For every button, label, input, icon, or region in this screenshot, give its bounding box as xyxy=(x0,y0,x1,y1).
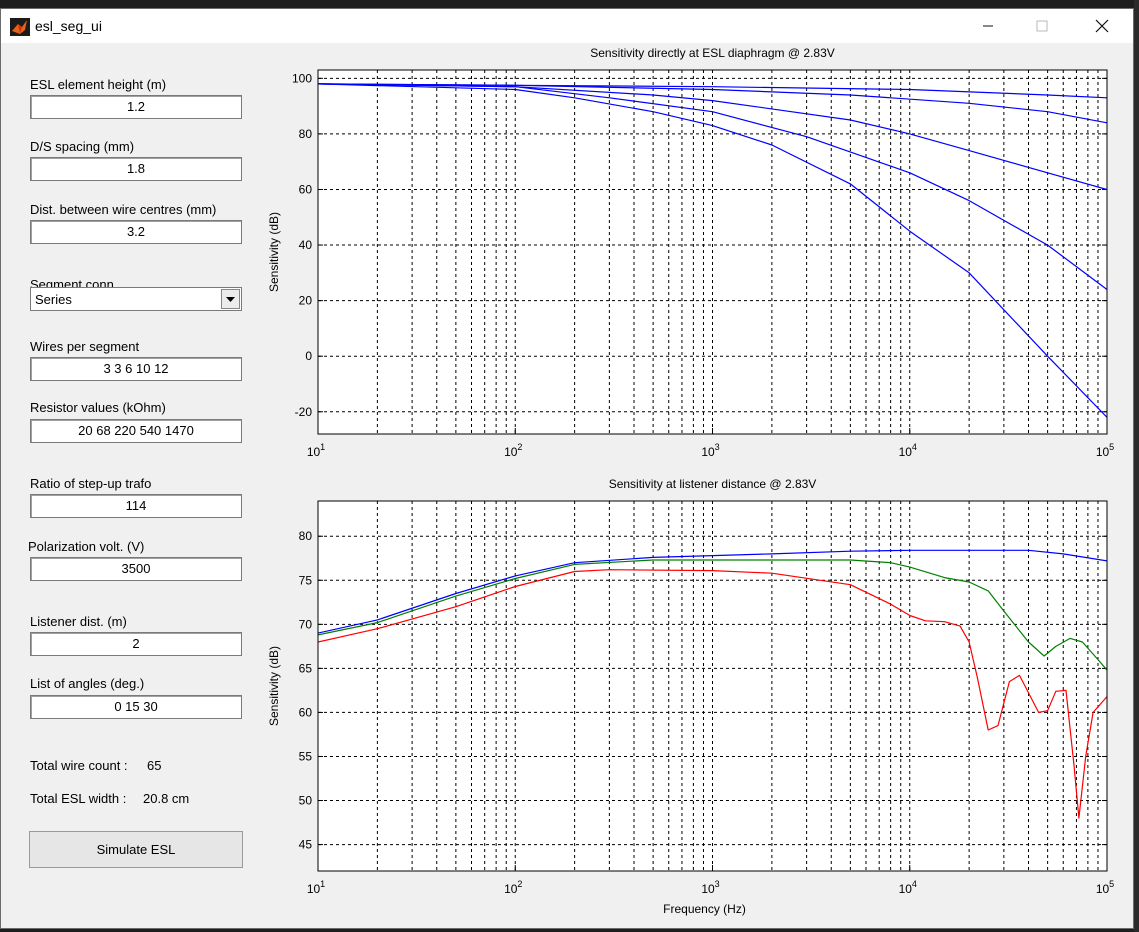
element-height-input[interactable]: 1.2 xyxy=(30,95,242,119)
angles-label: List of angles (deg.) xyxy=(30,676,145,691)
y-tick-label: 60 xyxy=(299,182,313,196)
maximize-icon xyxy=(1036,20,1048,32)
charts-area: -20 0 20 40 60 80 100 101 102 103 104 105 Sensitivit… xyxy=(267,46,1114,916)
y-tick-label: 55 xyxy=(299,749,313,763)
y-tick-label: 80 xyxy=(299,127,313,141)
element-height-label: ESL element height (m) xyxy=(30,77,167,92)
ds-spacing-input[interactable]: 1.8 xyxy=(30,157,242,181)
close-button[interactable] xyxy=(1073,9,1131,43)
x-tick-label: 105 xyxy=(1096,879,1114,896)
title-bar[interactable]: esl_seg_ui xyxy=(1,9,1133,43)
plot-frame xyxy=(317,69,1108,435)
polarization-label: Polarization volt. (V) xyxy=(28,539,145,554)
trafo-ratio-input[interactable]: 114 xyxy=(30,494,242,518)
maximize-button[interactable] xyxy=(1013,9,1071,43)
y-tick-label: 20 xyxy=(299,294,313,308)
x-tick-label: 102 xyxy=(504,879,522,896)
x-tick-label: 101 xyxy=(307,879,325,896)
series-line-3 xyxy=(318,569,1107,819)
polarization-input[interactable]: 3500 xyxy=(30,557,242,581)
resistor-values-input[interactable]: 20 68 220 540 1470 xyxy=(30,419,242,443)
y-tick-label: 50 xyxy=(299,794,313,808)
minimize-button[interactable] xyxy=(959,9,1017,43)
ds-spacing-label: D/S spacing (mm) xyxy=(30,139,135,154)
listener-dist-input[interactable]: 2 xyxy=(30,632,242,656)
y-tick-label: 80 xyxy=(299,529,313,543)
y-tick-label: -20 xyxy=(295,405,313,419)
matlab-logo-icon xyxy=(10,18,30,36)
y-axis-label: Sensitivity (dB) xyxy=(267,212,281,292)
y-tick-label: 70 xyxy=(299,617,313,631)
segment-conn-value: Series xyxy=(35,292,72,307)
minimize-icon xyxy=(983,25,993,27)
resistor-values-label: Resistor values (kOhm) xyxy=(30,400,166,415)
angles-input[interactable]: 0 15 30 xyxy=(30,695,242,719)
listener-dist-label: Listener dist. (m) xyxy=(30,614,127,629)
y-tick-label: 40 xyxy=(299,238,313,252)
wire-distance-input[interactable]: 3.2 xyxy=(30,220,242,244)
y-axis-label: Sensitivity (dB) xyxy=(267,646,281,726)
series-line-5 xyxy=(318,83,1107,418)
plot-frame xyxy=(317,500,1108,872)
x-tick-label: 101 xyxy=(307,442,325,459)
y-tick-label: 0 xyxy=(305,349,312,363)
x-axis-label: Frequency (Hz) xyxy=(663,902,746,916)
window-title: esl_seg_ui xyxy=(35,18,102,34)
close-icon xyxy=(1095,19,1109,33)
chart-title: Sensitivity at listener distance @ 2.83V xyxy=(609,477,817,491)
segment-conn-select[interactable]: Series xyxy=(30,287,242,311)
x-tick-label: 104 xyxy=(899,879,917,896)
app-window: esl_seg_ui ESL element height (m) 1.2 D/… xyxy=(0,8,1134,929)
total-wire-count-value: 65 xyxy=(147,758,162,773)
total-width-value: 20.8 cm xyxy=(143,791,190,806)
total-wire-count-label: Total wire count : xyxy=(30,758,128,773)
dropdown-button[interactable] xyxy=(221,289,240,309)
x-tick-label: 103 xyxy=(701,442,719,459)
listener-chart: 45 50 55 60 65 70 75 80 101 102 103 104 105 Sensitivi… xyxy=(267,477,1114,916)
series-line-2 xyxy=(318,83,1107,124)
simulate-button[interactable]: Simulate ESL xyxy=(29,831,243,868)
series-line-4 xyxy=(318,83,1107,290)
chevron-down-icon xyxy=(226,297,235,302)
x-tick-label: 102 xyxy=(504,442,522,459)
wire-distance-label: Dist. between wire centres (mm) xyxy=(30,202,217,217)
series-line-1 xyxy=(318,549,1107,634)
diaphragm-chart: -20 0 20 40 60 80 100 101 102 103 104 105 Sensitivit… xyxy=(267,46,1114,459)
y-tick-label: 100 xyxy=(292,71,312,85)
y-tick-label: 60 xyxy=(299,705,313,719)
x-tick-label: 104 xyxy=(899,442,917,459)
series-line-2 xyxy=(318,559,1107,671)
y-tick-label: 45 xyxy=(299,838,313,852)
x-tick-label: 105 xyxy=(1096,442,1114,459)
chart-title: Sensitivity directly at ESL diaphragm @ … xyxy=(590,46,835,60)
wires-per-segment-input[interactable]: 3 3 6 10 12 xyxy=(30,357,242,381)
desktop-background xyxy=(1134,0,1139,932)
wires-per-segment-label: Wires per segment xyxy=(30,339,140,354)
x-tick-label: 103 xyxy=(701,879,719,896)
trafo-ratio-label: Ratio of step-up trafo xyxy=(30,476,152,491)
series-line-3 xyxy=(318,83,1107,191)
y-tick-label: 75 xyxy=(299,573,313,587)
y-tick-label: 65 xyxy=(299,661,313,675)
total-width-label: Total ESL width : xyxy=(30,791,127,806)
